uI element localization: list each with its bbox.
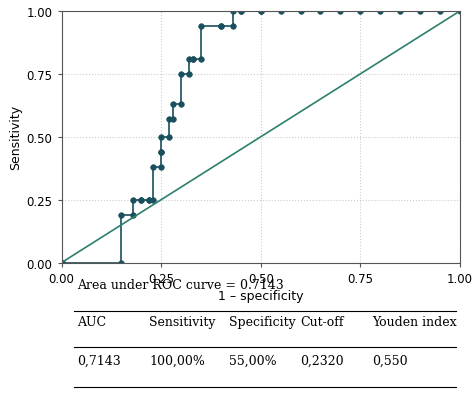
Text: 100,00%: 100,00%	[149, 354, 205, 367]
Text: Sensitivity: Sensitivity	[149, 316, 216, 329]
Text: Specificity: Specificity	[229, 316, 296, 329]
Text: AUC: AUC	[78, 316, 107, 329]
Text: 0,2320: 0,2320	[301, 354, 344, 367]
Text: Youden index: Youden index	[372, 316, 457, 329]
X-axis label: 1 – specificity: 1 – specificity	[218, 289, 303, 302]
Text: Area under ROC curve = 0.7143: Area under ROC curve = 0.7143	[78, 278, 284, 291]
Text: 0,550: 0,550	[372, 354, 408, 367]
Text: Cut-off: Cut-off	[301, 316, 344, 329]
Text: 55,00%: 55,00%	[229, 354, 276, 367]
Y-axis label: Sensitivity: Sensitivity	[9, 105, 22, 170]
Text: 0,7143: 0,7143	[78, 354, 121, 367]
